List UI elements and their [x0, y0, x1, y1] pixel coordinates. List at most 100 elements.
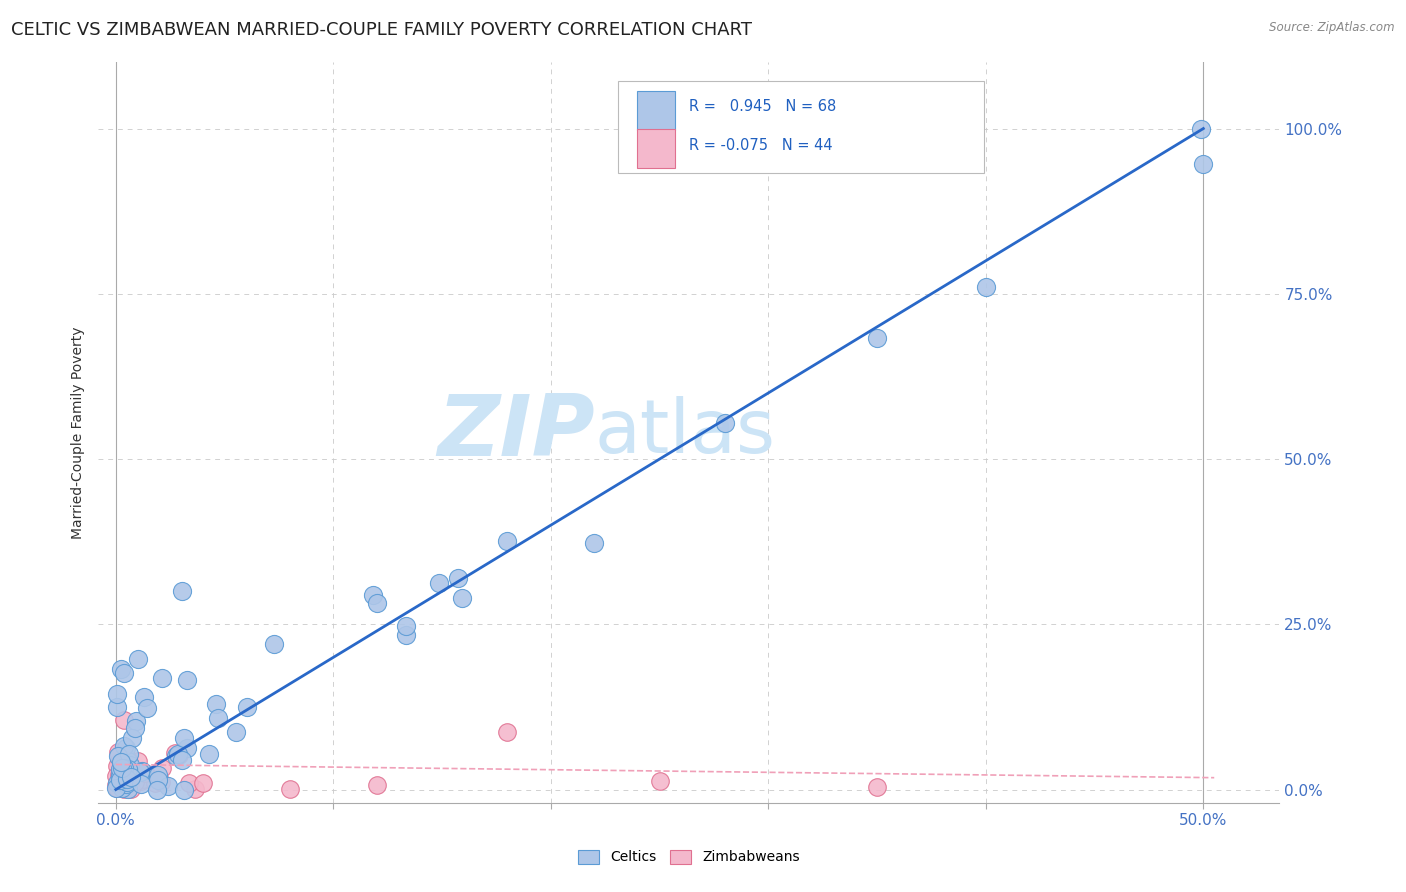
Point [121, 731, 143, 745]
Point [134, 690, 156, 704]
Point [131, 764, 153, 778]
Point [395, 619, 418, 633]
Point [120, 782, 142, 797]
Y-axis label: Married-Couple Family Poverty: Married-Couple Family Poverty [72, 326, 86, 539]
Point [110, 762, 132, 776]
Text: R = -0.075   N = 44: R = -0.075 N = 44 [689, 138, 832, 153]
Point [105, 780, 128, 795]
Point [149, 775, 172, 789]
Point [117, 782, 139, 797]
Point [184, 781, 207, 796]
Point [136, 701, 159, 715]
Point [974, 279, 997, 293]
Point [134, 765, 156, 780]
Point [118, 757, 141, 772]
Point [112, 746, 135, 760]
Point [176, 740, 198, 755]
Point [108, 772, 131, 787]
Point [167, 747, 190, 762]
Point [648, 774, 671, 789]
Point [156, 779, 179, 793]
Point [115, 765, 138, 780]
Point [117, 766, 139, 780]
Point [117, 751, 139, 765]
Point [112, 713, 135, 727]
Point [111, 781, 134, 796]
Text: atlas: atlas [595, 396, 776, 469]
Point [112, 666, 135, 681]
Point [117, 754, 139, 768]
Point [207, 711, 229, 725]
Point [129, 764, 152, 779]
Point [1192, 157, 1215, 171]
Point [866, 331, 889, 345]
Point [114, 780, 136, 795]
Point [150, 761, 173, 775]
Point [105, 759, 128, 773]
Point [173, 731, 195, 745]
Point [105, 700, 128, 714]
Point [117, 762, 139, 776]
Point [110, 745, 132, 759]
Point [152, 671, 174, 685]
Point [124, 721, 146, 735]
Point [107, 776, 129, 790]
Point [172, 584, 194, 599]
Point [146, 782, 169, 797]
Point [163, 746, 186, 760]
Point [108, 767, 131, 781]
Point [107, 753, 129, 767]
Point [1189, 121, 1212, 136]
Point [583, 535, 606, 549]
Point [127, 652, 149, 666]
Point [114, 777, 136, 791]
Point [132, 772, 155, 787]
Point [118, 747, 141, 761]
Point [107, 746, 129, 760]
Point [108, 768, 131, 782]
Point [124, 714, 146, 729]
Point [107, 748, 129, 763]
Point [496, 533, 519, 548]
Point [866, 780, 889, 794]
Point [124, 775, 146, 789]
Point [129, 773, 152, 788]
Point [112, 771, 135, 785]
Point [120, 770, 142, 784]
Point [278, 781, 301, 796]
Point [366, 778, 388, 792]
FancyBboxPatch shape [619, 81, 984, 173]
Point [111, 780, 134, 794]
Point [496, 725, 519, 739]
Point [394, 628, 416, 642]
Point [108, 767, 131, 781]
Point [115, 772, 138, 786]
Point [714, 416, 737, 430]
Point [366, 597, 388, 611]
Point [143, 776, 166, 790]
Point [115, 777, 138, 791]
Point [117, 769, 139, 783]
Point [105, 687, 128, 701]
Text: CELTIC VS ZIMBABWEAN MARRIED-COUPLE FAMILY POVERTY CORRELATION CHART: CELTIC VS ZIMBABWEAN MARRIED-COUPLE FAMI… [11, 21, 752, 38]
Point [111, 761, 134, 775]
Point [447, 571, 470, 585]
Point [114, 776, 136, 790]
Point [429, 576, 451, 591]
Point [177, 776, 200, 790]
Text: R =   0.945   N = 68: R = 0.945 N = 68 [689, 99, 837, 114]
Point [105, 781, 128, 796]
Point [112, 781, 135, 796]
Point [165, 749, 187, 764]
Point [114, 759, 136, 773]
Point [105, 769, 128, 783]
Point [198, 747, 221, 762]
Point [105, 778, 128, 792]
Point [115, 741, 138, 756]
Point [146, 773, 169, 788]
Point [112, 761, 135, 775]
Point [172, 753, 194, 767]
Point [115, 774, 138, 789]
Point [136, 770, 159, 784]
Point [191, 776, 214, 790]
